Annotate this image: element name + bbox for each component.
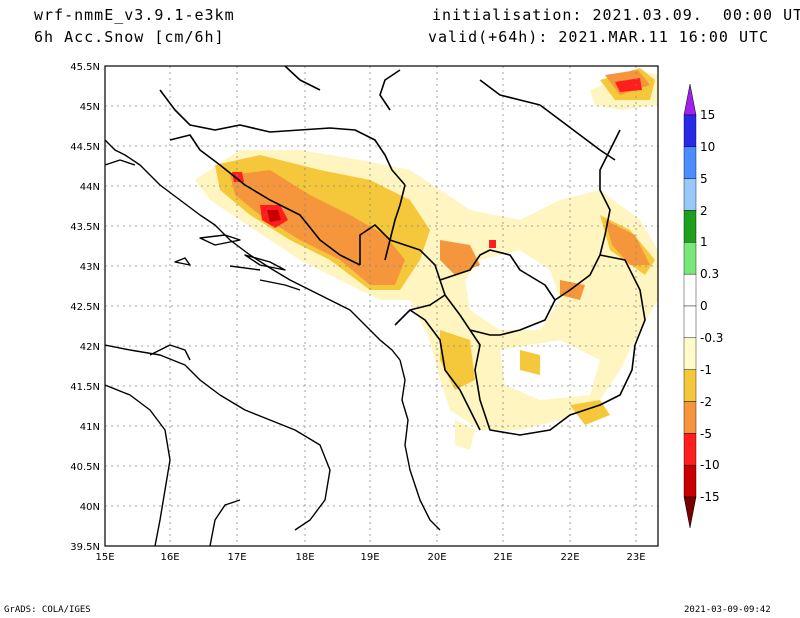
colorbar-label: -10 (700, 458, 720, 472)
colorbar-box (683, 305, 697, 339)
footer-credit: GrADS: COLA/IGES (4, 605, 91, 615)
coastlines (105, 139, 441, 546)
lat-label: 40N (80, 502, 100, 513)
colorbar-box (683, 242, 697, 275)
lon-label: 21E (493, 552, 512, 563)
lon-label: 22E (560, 552, 579, 563)
valid-time: valid(+64h): 2021.MAR.11 16:00 UTC (428, 28, 770, 46)
lat-label: 39.5N (70, 542, 100, 553)
lon-label: 16E (160, 552, 179, 563)
lon-label: 23E (626, 552, 645, 563)
colorbar-box (683, 178, 697, 211)
colorbar-label: -5 (700, 427, 712, 441)
lon-label: 19E (360, 552, 379, 563)
country-borders (159, 66, 646, 436)
lat-label: 41N (80, 422, 100, 433)
colorbar-label: 10 (700, 140, 715, 154)
colorbar-box (683, 369, 697, 402)
colorbar-label: -15 (700, 490, 720, 504)
map-frame (104, 65, 659, 547)
colorbar-box (683, 337, 697, 370)
lon-label: 17E (227, 552, 246, 563)
colorbar-box (683, 464, 697, 498)
colorbar-label: 1 (700, 235, 708, 249)
colorbar-box (683, 433, 697, 466)
lat-label: 42.5N (70, 302, 100, 313)
lat-label: 40.5N (70, 462, 100, 473)
graticule (105, 66, 658, 546)
lon-labels: 15E 16E 17E 18E 19E 20E 21E 22E 23E (95, 552, 645, 563)
lat-label: 43N (80, 262, 100, 273)
variable-title: 6h Acc.Snow [cm/6h] (34, 28, 225, 46)
colorbar-label: -0.3 (700, 331, 723, 345)
lon-label: 18E (295, 552, 314, 563)
footer-timestamp: 2021-03-09-09:42 (684, 605, 771, 615)
lat-label: 45.5N (70, 62, 100, 73)
colorbar-label: 0 (700, 299, 708, 313)
colorbar-box (683, 273, 697, 307)
lat-label: 41.5N (70, 382, 100, 393)
lat-label: 44.5N (70, 142, 100, 153)
model-title: wrf-nmmE_v3.9.1-e3km (34, 6, 235, 24)
lat-label: 44N (80, 182, 100, 193)
colorbar-box (683, 210, 697, 243)
colorbar-arrow-bottom (683, 496, 697, 529)
colorbar-label: 0.3 (700, 267, 719, 281)
colorbar-arrow-top (683, 83, 697, 116)
colorbar: 15 10 5 2 1 0.3 0 -0.3 -1 -2 -5 -10 -15 (683, 83, 723, 529)
lat-labels: 45.5N 45N 44.5N 44N 43.5N 43N 42.5N 42N … (70, 62, 100, 553)
colorbar-label: -2 (700, 395, 712, 409)
colorbar-label: 15 (700, 108, 715, 122)
lon-label: 15E (95, 552, 114, 563)
lat-label: 45N (80, 102, 100, 113)
colorbar-box (683, 401, 697, 434)
snow-field (195, 68, 658, 450)
colorbar-label: -1 (700, 363, 712, 377)
lon-label: 20E (427, 552, 446, 563)
init-time: initialisation: 2021.03.09. 00:00 UTC (432, 6, 800, 24)
colorbar-label: 5 (700, 172, 708, 186)
colorbar-box (683, 146, 697, 179)
colorbar-label: 2 (700, 204, 708, 218)
colorbar-box (683, 114, 697, 148)
lat-label: 43.5N (70, 222, 100, 233)
lat-label: 42N (80, 342, 100, 353)
